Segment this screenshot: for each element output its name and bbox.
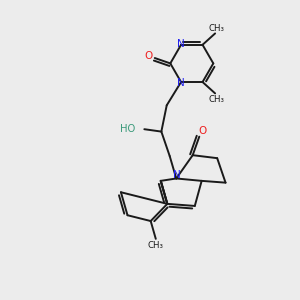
- Text: N: N: [177, 39, 184, 49]
- Text: CH₃: CH₃: [208, 95, 225, 104]
- Text: O: O: [198, 126, 206, 136]
- Text: N: N: [177, 78, 184, 88]
- Text: CH₃: CH₃: [208, 24, 225, 33]
- Text: O: O: [144, 51, 152, 61]
- Text: HO: HO: [120, 124, 135, 134]
- Text: CH₃: CH₃: [148, 241, 164, 250]
- Text: N: N: [173, 170, 181, 180]
